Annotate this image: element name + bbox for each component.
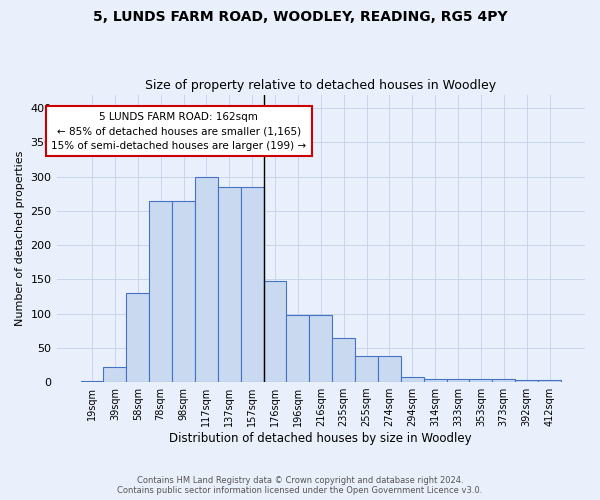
X-axis label: Distribution of detached houses by size in Woodley: Distribution of detached houses by size … — [169, 432, 472, 445]
Bar — [493, 378, 515, 382]
Bar — [310, 315, 332, 382]
Text: 5, LUNDS FARM ROAD, WOODLEY, READING, RG5 4PY: 5, LUNDS FARM ROAD, WOODLEY, READING, RG… — [92, 10, 508, 24]
Bar — [401, 376, 424, 382]
Text: 5 LUNDS FARM ROAD: 162sqm
← 85% of detached houses are smaller (1,165)
15% of se: 5 LUNDS FARM ROAD: 162sqm ← 85% of detac… — [52, 112, 307, 152]
Bar — [172, 200, 195, 382]
Bar — [263, 281, 286, 382]
Text: Contains HM Land Registry data © Crown copyright and database right 2024.
Contai: Contains HM Land Registry data © Crown c… — [118, 476, 482, 495]
Bar — [149, 200, 172, 382]
Bar — [469, 378, 493, 382]
Bar — [80, 380, 103, 382]
Bar — [218, 187, 241, 382]
Title: Size of property relative to detached houses in Woodley: Size of property relative to detached ho… — [145, 79, 496, 92]
Bar — [241, 187, 263, 382]
Bar — [127, 293, 149, 382]
Bar — [195, 176, 218, 382]
Bar — [378, 356, 401, 382]
Bar — [332, 338, 355, 382]
Bar — [424, 378, 446, 382]
Bar — [286, 315, 310, 382]
Bar — [538, 380, 561, 382]
Bar — [355, 356, 378, 382]
Bar — [446, 378, 469, 382]
Bar — [103, 367, 127, 382]
Bar — [515, 380, 538, 382]
Y-axis label: Number of detached properties: Number of detached properties — [15, 150, 25, 326]
